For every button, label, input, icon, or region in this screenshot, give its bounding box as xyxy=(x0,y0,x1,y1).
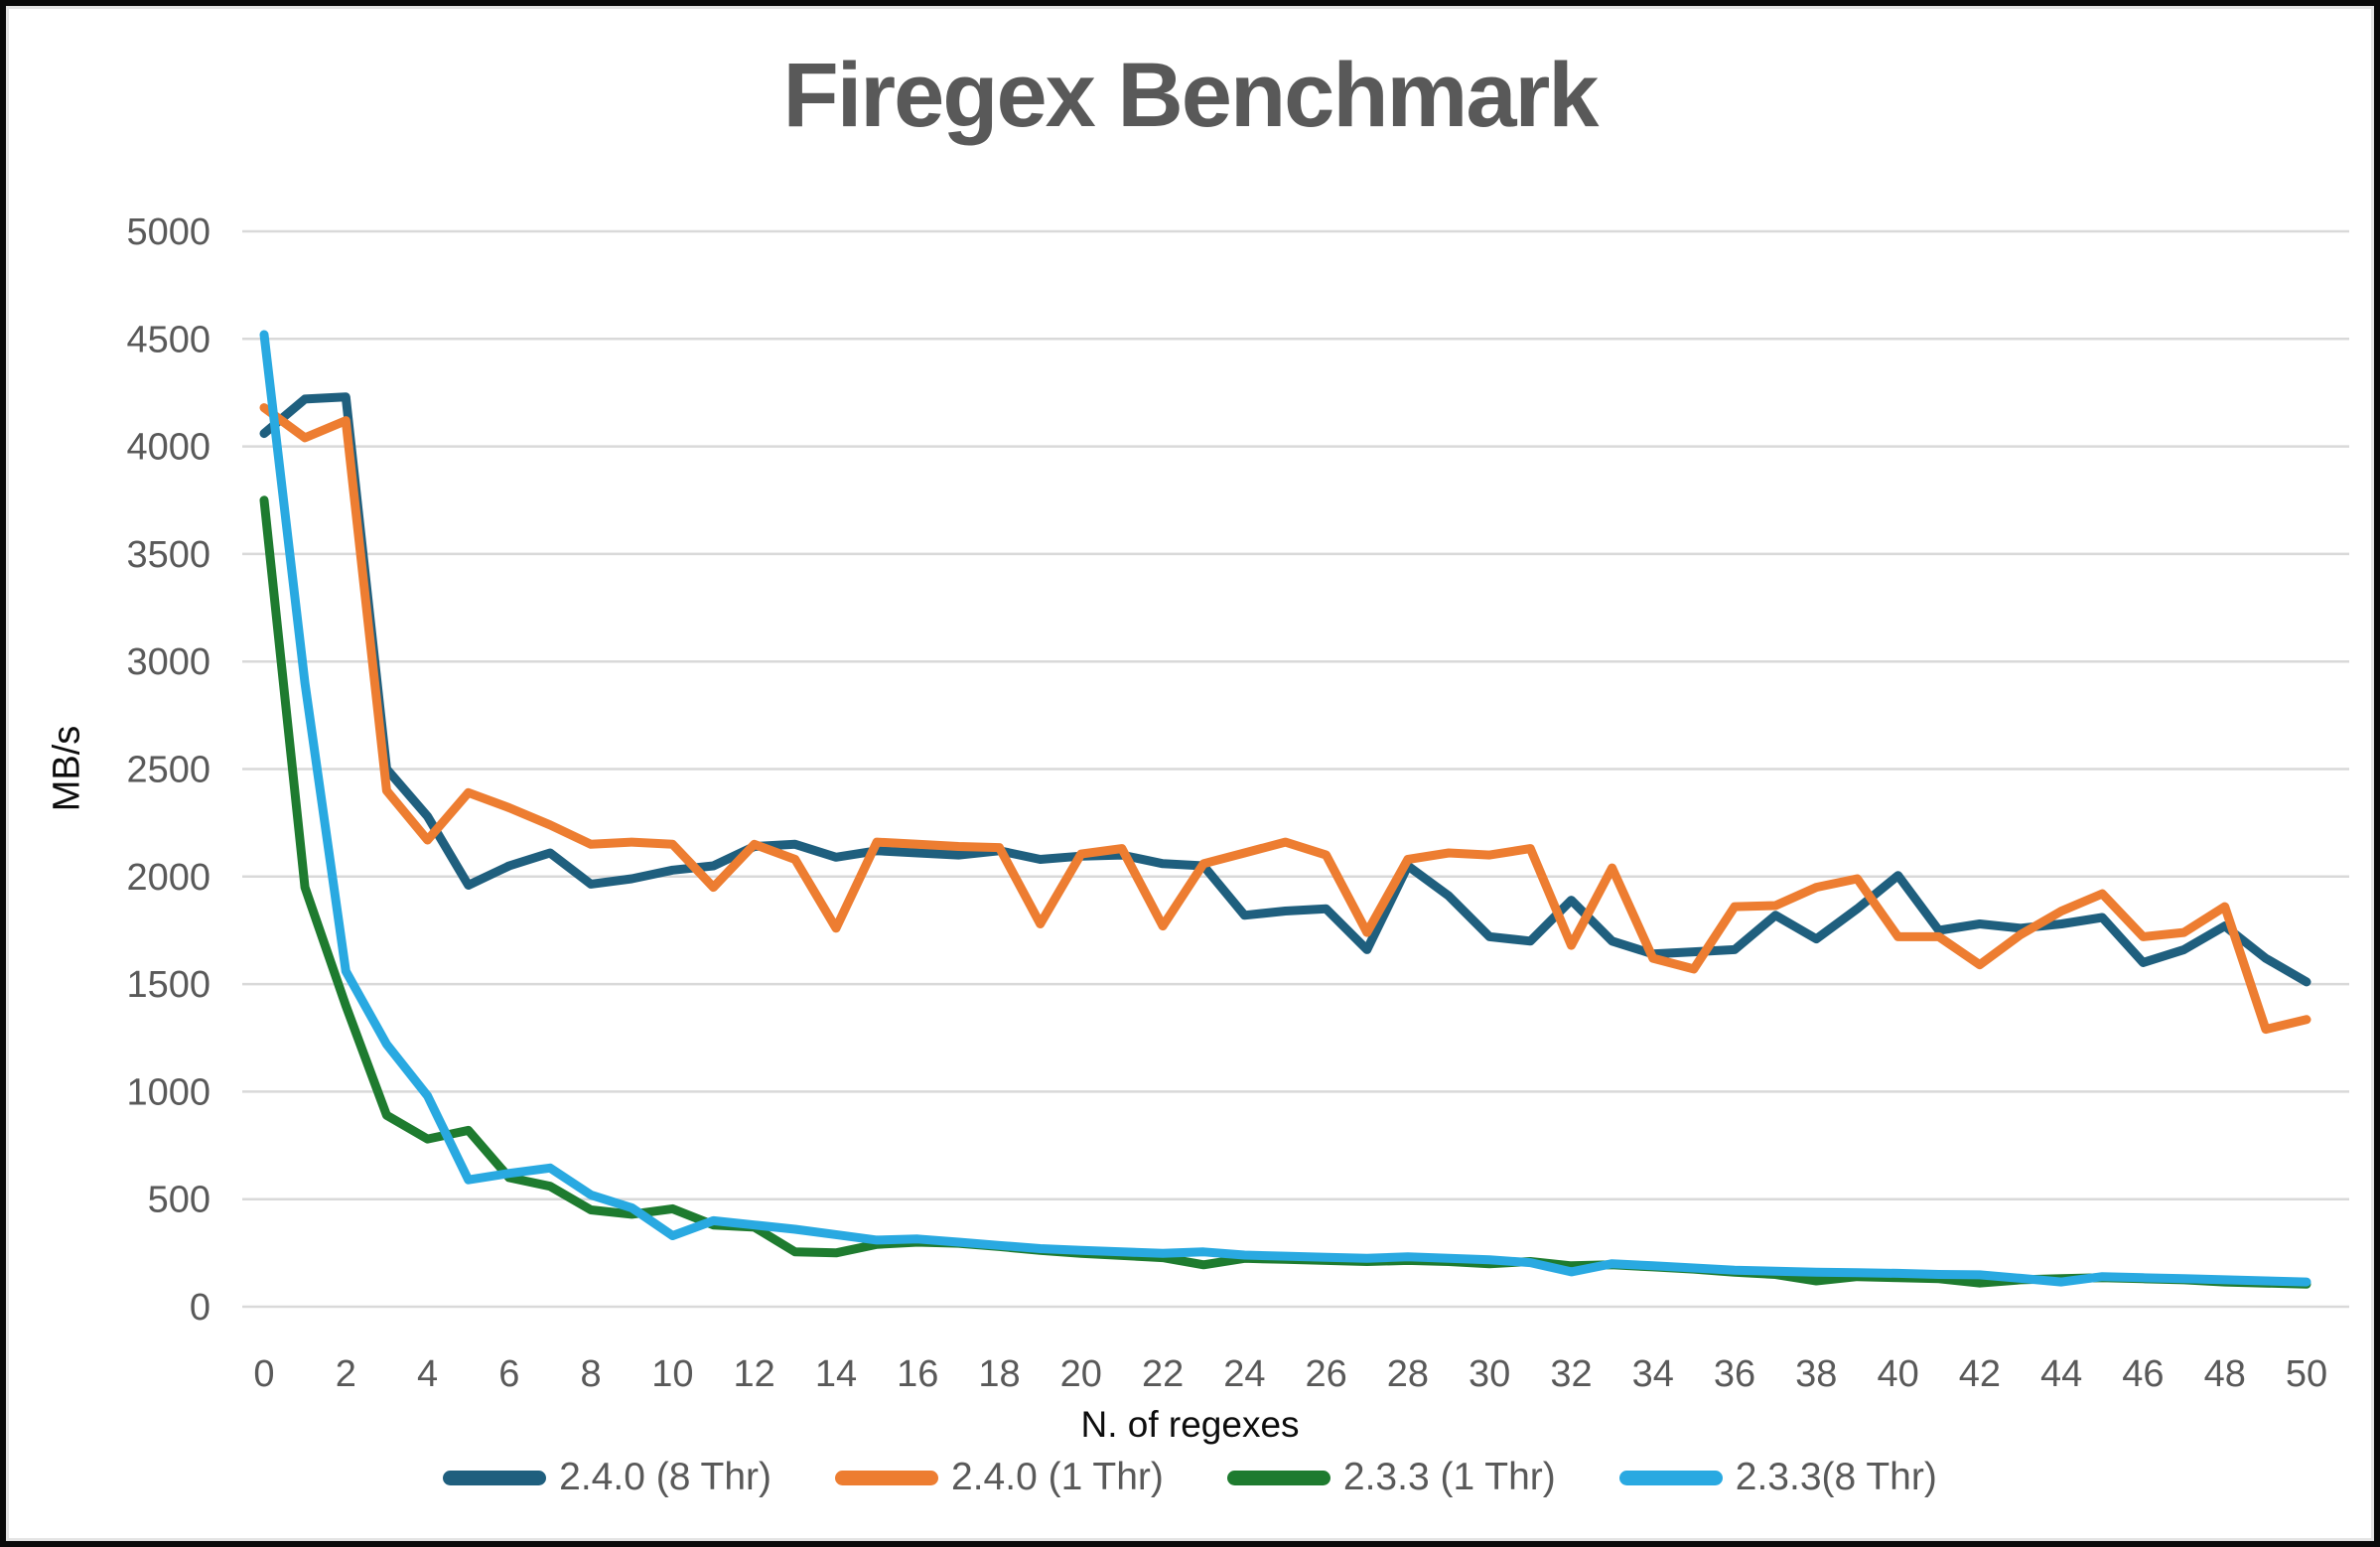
y-tick-label: 4000 xyxy=(126,427,210,469)
legend-marker-240-1thr-icon xyxy=(835,1470,939,1485)
x-tick-label: 26 xyxy=(1305,1353,1346,1395)
x-tick-label: 38 xyxy=(1795,1353,1837,1395)
legend-item-240-1thr: 2.4.0 (1 Thr) xyxy=(835,1456,1164,1499)
y-tick-label: 1000 xyxy=(126,1071,210,1113)
x-tick-label: 0 xyxy=(253,1353,274,1395)
legend-label: 2.4.0 (1 Thr) xyxy=(951,1456,1164,1498)
x-tick-label: 22 xyxy=(1142,1353,1184,1395)
y-tick-label: 2000 xyxy=(126,857,210,899)
series-line-2-3-3-1-thr xyxy=(259,495,2311,1289)
legend-label: 2.3.3(8 Thr) xyxy=(1735,1456,1937,1498)
y-tick-label: 0 xyxy=(190,1287,210,1329)
x-tick-label: 50 xyxy=(2286,1353,2327,1395)
y-tick-label: 5000 xyxy=(126,211,210,253)
x-tick-label: 6 xyxy=(498,1353,519,1395)
x-tick-label: 46 xyxy=(2122,1353,2164,1395)
y-axis-title: MB/s xyxy=(46,725,88,812)
x-tick-label: 34 xyxy=(1632,1353,1674,1395)
x-tick-label: 28 xyxy=(1387,1353,1429,1395)
plot-area: 0500100015002000250030003500400045005000… xyxy=(126,211,2349,1395)
x-tick-label: 2 xyxy=(336,1353,356,1395)
x-tick-label: 12 xyxy=(734,1353,775,1395)
legend-item-233-1thr: 2.3.3 (1 Thr) xyxy=(1226,1456,1556,1499)
legend-label: 2.3.3 (1 Thr) xyxy=(1342,1456,1556,1498)
x-tick-label: 10 xyxy=(651,1353,693,1395)
legend: 2.4.0 (8 Thr) 2.4.0 (1 Thr) 2.3.3 (1 Thr… xyxy=(6,1456,2374,1499)
legend-item-240-8thr: 2.4.0 (8 Thr) xyxy=(443,1456,771,1499)
series-line-2-3-3-8-thr xyxy=(259,330,2311,1287)
y-tick-label: 1500 xyxy=(126,964,210,1006)
x-tick-label: 44 xyxy=(2040,1353,2082,1395)
legend-marker-240-8thr-icon xyxy=(443,1470,547,1485)
x-tick-label: 36 xyxy=(1714,1353,1755,1395)
x-tick-label: 16 xyxy=(897,1353,938,1395)
legend-marker-233-8thr-icon xyxy=(1618,1470,1723,1485)
x-tick-label: 48 xyxy=(2204,1353,2246,1395)
chart-title: Firegex Benchmark xyxy=(782,45,1600,146)
series-line-2-4-0-8-thr xyxy=(259,392,2311,987)
x-tick-label: 30 xyxy=(1469,1353,1510,1395)
x-tick-label: 8 xyxy=(581,1353,602,1395)
x-tick-label: 14 xyxy=(815,1353,857,1395)
x-tick-label: 20 xyxy=(1060,1353,1102,1395)
series-line-2-4-0-1-thr xyxy=(259,403,2311,1035)
x-tick-label: 4 xyxy=(417,1353,438,1395)
x-tick-label: 32 xyxy=(1550,1353,1592,1395)
legend-label: 2.4.0 (8 Thr) xyxy=(559,1456,772,1498)
x-axis-title: N. of regexes xyxy=(1080,1404,1300,1445)
y-tick-label: 3500 xyxy=(126,534,210,576)
x-tick-label: 18 xyxy=(978,1353,1020,1395)
y-tick-label: 2500 xyxy=(126,750,210,791)
legend-item-233-8thr: 2.3.3(8 Thr) xyxy=(1618,1456,1937,1499)
x-tick-label: 42 xyxy=(1959,1353,2001,1395)
x-tick-label: 24 xyxy=(1223,1353,1265,1395)
x-tick-label: 40 xyxy=(1877,1353,1918,1395)
y-tick-label: 4500 xyxy=(126,319,210,360)
y-tick-label: 500 xyxy=(148,1180,210,1221)
y-tick-label: 3000 xyxy=(126,641,210,683)
legend-marker-233-1thr-icon xyxy=(1226,1470,1330,1485)
